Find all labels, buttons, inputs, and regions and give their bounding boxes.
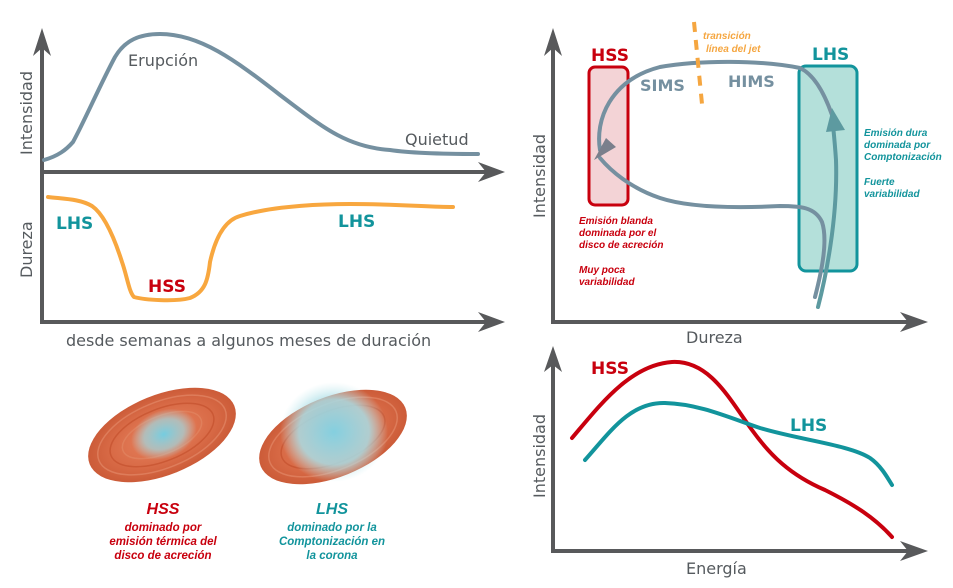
spectrum-x-axis-arrowhead-icon — [900, 541, 928, 561]
disk-lhs-desc-line2: Comptonización en — [279, 536, 385, 548]
hss-var-line1: Muy poca — [579, 265, 626, 276]
hid-y-label: Intensidad — [530, 134, 549, 218]
spectrum-label-hss: HSS — [591, 359, 629, 379]
lhs-var-line2: variabilidad — [864, 189, 920, 200]
hid-x-axis-arrowhead-icon — [900, 312, 928, 332]
corona-cloud — [280, 382, 388, 482]
spectrum-label-lhs: LHS — [790, 416, 827, 436]
hid-track-loop — [598, 156, 827, 299]
hid-x-label: Dureza — [686, 328, 743, 347]
top-right-panel: HSS LHS SIMS HIMS transición línea del j… — [530, 21, 942, 347]
label-hss: HSS — [148, 277, 186, 297]
x-axis-lower-arrowhead-icon — [478, 312, 505, 332]
hss-disk-illustration — [88, 387, 236, 483]
disk-hss-desc-line3: disco de acreción — [114, 550, 211, 562]
hss-var-line2: variabilidad — [579, 277, 635, 288]
disk-hss-title: HSS — [147, 501, 180, 518]
hid-label-lhs: LHS — [812, 45, 849, 65]
hss-region-box — [587, 65, 630, 207]
spectrum-y-label: Intensidad — [530, 414, 549, 498]
hss-description: Emisión blanda dominada por el disco de … — [579, 216, 663, 288]
lhs-desc-line2: dominada por — [864, 140, 931, 151]
disk-lhs-desc-line1: dominado por la — [287, 522, 377, 534]
disk-hss-desc-line1: dominado por — [125, 522, 202, 534]
bottom-right-panel: HSS LHS Intensidad Energía — [530, 346, 928, 578]
label-sims: SIMS — [640, 76, 685, 95]
lhs-var-line1: Fuerte — [864, 177, 895, 188]
hss-desc-line3: disco de acreción — [579, 240, 663, 251]
x-label-duration: desde semanas a algunos meses de duració… — [66, 331, 431, 350]
disk-lhs-desc-line3: la corona — [306, 550, 358, 562]
y-axis-arrowhead-icon — [33, 28, 51, 56]
hardness-curve — [46, 195, 455, 303]
label-hims: HIMS — [728, 72, 775, 91]
intensity-curve — [42, 31, 480, 162]
label-lhs-left: LHS — [56, 214, 93, 234]
lhs-desc-line1: Emisión dura — [864, 128, 928, 139]
spectrum-x-label: Energía — [686, 559, 747, 578]
arrow-down-icon — [594, 138, 616, 160]
lhs-spectrum-curve — [583, 400, 894, 487]
disk-lhs-title: LHS — [316, 501, 348, 518]
y-label-hardness: Dureza — [17, 221, 36, 278]
label-erupcion: Erupción — [128, 51, 198, 70]
disk-hss-desc-line2: emisión térmica del — [109, 536, 217, 548]
x-axis-upper-arrowhead-icon — [478, 162, 505, 182]
arrow-up-icon — [826, 108, 845, 132]
spectrum-y-axis-arrowhead-icon — [544, 346, 562, 372]
hid-track-rise — [816, 123, 839, 309]
hss-desc-line1: Emisión blanda — [579, 216, 653, 227]
jet-label-line2: línea del jet — [706, 44, 761, 55]
lhs-desc-line3: Comptonización — [864, 152, 942, 163]
label-lhs-right: LHS — [338, 212, 375, 232]
bottom-left-panel: HSS dominado por emisión térmica del dis… — [88, 382, 407, 562]
hid-y-axis-arrowhead-icon — [544, 28, 562, 56]
lhs-region-box — [797, 64, 859, 273]
hss-desc-line2: dominada por el — [579, 228, 656, 239]
label-quietud: Quietud — [405, 130, 469, 149]
jet-label-line1: transición — [703, 31, 751, 42]
hid-track-top — [597, 59, 834, 152]
hid-label-hss: HSS — [591, 46, 629, 66]
y-label-intensity: Intensidad — [17, 71, 36, 155]
lhs-description: Emisión dura dominada por Comptonización… — [864, 128, 942, 200]
jet-line — [692, 21, 704, 105]
top-left-panel: Intensidad Dureza desde semanas a alguno… — [17, 28, 505, 350]
